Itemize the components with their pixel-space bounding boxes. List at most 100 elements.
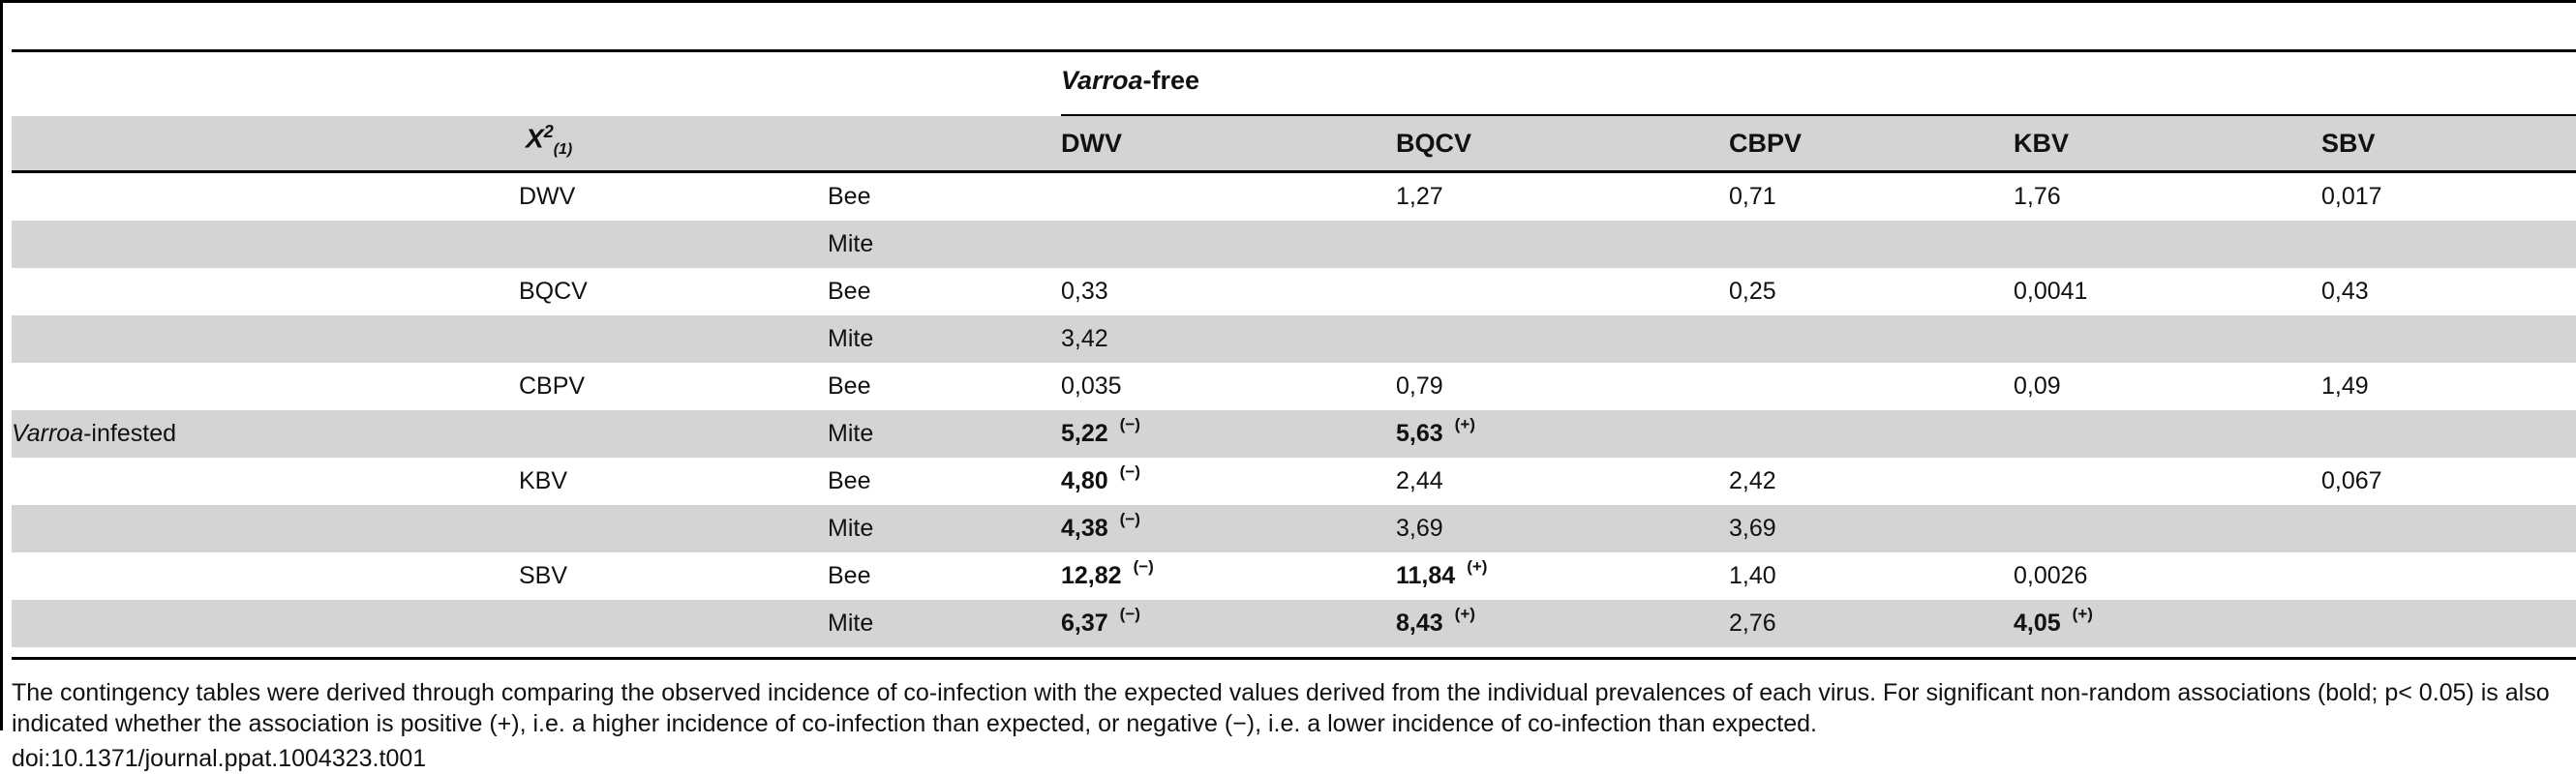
value-text: 2,76	[1729, 610, 1776, 637]
host-label: Mite	[828, 610, 874, 637]
value-cell: 0,035	[1061, 363, 1122, 410]
value-cell: 4,80 (−)	[1061, 458, 1140, 505]
value-cell: 1,40	[1729, 552, 1776, 600]
chi-square-label: X2(1)	[526, 122, 573, 158]
left-rule	[0, 0, 3, 730]
value-cell: 0,43	[2321, 268, 2369, 315]
table-row: CBPV Bee 0,035 0,79 0,09 1,49	[12, 363, 2576, 410]
value-cell: 2,44	[1396, 458, 1443, 505]
virus-label: CBPV	[519, 372, 586, 400]
value-cell: 11,84 (+)	[1396, 552, 1487, 600]
host-label: Bee	[828, 467, 871, 494]
value-text: 3,69	[1729, 515, 1776, 542]
value-cell: 0,79	[1396, 363, 1443, 410]
table-row: KBV Bee 4,80 (−) 2,44 2,42 0,067	[12, 458, 2576, 505]
col-header-sbv: SBV	[2321, 128, 2376, 158]
value-cell: 0,0041	[2014, 268, 2087, 315]
value-text: 8,43	[1396, 610, 1443, 637]
value-cell: 2,42	[1729, 458, 1776, 505]
value-text: 0,33	[1061, 278, 1108, 305]
value-text: 11,84	[1396, 562, 1456, 589]
table-row: Mite	[12, 221, 2576, 268]
association-sign: (−)	[1133, 556, 1154, 576]
header-row	[12, 116, 2576, 170]
host-label: Bee	[828, 278, 871, 305]
association-sign: (−)	[1119, 509, 1140, 528]
value-text: 4,38	[1061, 515, 1108, 542]
association-sign: (+)	[1454, 414, 1475, 433]
value-text: 4,80	[1061, 467, 1108, 494]
doi-link[interactable]: doi:10.1371/journal.ppat.1004323.t001	[12, 745, 427, 772]
value-cell: 2,76	[1729, 600, 1776, 647]
value-text: 12,82	[1061, 562, 1122, 589]
value-cell: 0,017	[2321, 173, 2382, 221]
value-cell: 5,22 (−)	[1061, 410, 1140, 458]
association-sign: (+)	[2072, 604, 2093, 623]
host-label: Mite	[828, 230, 874, 257]
value-cell: 12,82 (−)	[1061, 552, 1154, 600]
value-cell: 6,37 (−)	[1061, 600, 1140, 647]
value-cell: 1,27	[1396, 173, 1443, 221]
virus-label: DWV	[519, 183, 576, 210]
value-cell: 0,25	[1729, 268, 1776, 315]
varroa-free-heading: Varroa-free	[1061, 66, 1200, 95]
value-cell: 5,63 (+)	[1396, 410, 1475, 458]
table-row: BQCV Bee 0,33 0,25 0,0041 0,43	[12, 268, 2576, 315]
col-header-bqcv: BQCV	[1396, 128, 1472, 158]
value-cell: 0,0026	[2014, 552, 2087, 600]
virus-label: SBV	[519, 562, 568, 589]
value-cell: 4,05 (+)	[2014, 600, 2093, 647]
value-text: 4,05	[2014, 610, 2061, 637]
table-row: SBV Bee 12,82 (−) 11,84 (+) 1,40 0,0026	[12, 552, 2576, 600]
host-label: Mite	[828, 325, 874, 352]
value-cell: 1,76	[2014, 173, 2061, 221]
value-cell: 0,067	[2321, 458, 2382, 505]
table-top-rule	[12, 49, 2576, 52]
value-text: 0,25	[1729, 278, 1776, 305]
table-row: Mite 3,42	[12, 315, 2576, 363]
col-header-kbv: KBV	[2014, 128, 2070, 158]
row-group-label: Varroa -infested	[12, 410, 176, 458]
value-text: 6,37	[1061, 610, 1108, 637]
association-sign: (−)	[1119, 414, 1140, 433]
value-cell: 8,43 (+)	[1396, 600, 1475, 647]
value-text: 0,09	[2014, 372, 2061, 400]
value-text: 3,42	[1061, 325, 1108, 352]
value-cell: 3,69	[1396, 505, 1443, 552]
value-cell: 0,09	[2014, 363, 2061, 410]
value-text: 1,27	[1396, 183, 1443, 210]
value-cell: 4,38 (−)	[1061, 505, 1140, 552]
top-rule	[0, 0, 2576, 3]
col-header-cbpv: CBPV	[1729, 128, 1803, 158]
value-text: 0,43	[2321, 278, 2369, 305]
table-row: Varroa -infested Mite 5,22 (−) 5,63 (+)	[12, 410, 2576, 458]
host-label: Mite	[828, 515, 874, 542]
association-sign: (−)	[1119, 461, 1140, 481]
host-label: Bee	[828, 183, 871, 210]
host-label: Bee	[828, 372, 871, 400]
virus-label: BQCV	[519, 278, 588, 305]
varroa-free-underline	[1061, 114, 2576, 116]
value-text: 0,0026	[2014, 562, 2088, 589]
value-text: 0,0041	[2014, 278, 2088, 305]
host-label: Mite	[828, 420, 874, 447]
row-group-label-italic: Varroa	[12, 420, 84, 447]
value-text: 5,63	[1396, 420, 1443, 447]
value-text: 0,017	[2321, 183, 2382, 210]
value-cell: 3,42	[1061, 315, 1108, 363]
value-text: 5,22	[1061, 420, 1108, 447]
value-text: 2,44	[1396, 467, 1443, 494]
value-text: 1,40	[1729, 562, 1776, 589]
col-header-dwv: DWV	[1061, 128, 1122, 158]
value-cell: 0,33	[1061, 268, 1108, 315]
header-bottom-rule	[12, 170, 2576, 173]
table-row: Mite 4,38 (−) 3,69 3,69	[12, 505, 2576, 552]
value-cell: 0,71	[1729, 173, 1776, 221]
association-sign: (−)	[1119, 604, 1140, 623]
value-cell: 1,49	[2321, 363, 2369, 410]
value-text: 1,76	[2014, 183, 2061, 210]
value-text: 3,69	[1396, 515, 1443, 542]
host-label: Bee	[828, 562, 871, 589]
value-text: 1,49	[2321, 372, 2369, 400]
value-text: 0,71	[1729, 183, 1776, 210]
